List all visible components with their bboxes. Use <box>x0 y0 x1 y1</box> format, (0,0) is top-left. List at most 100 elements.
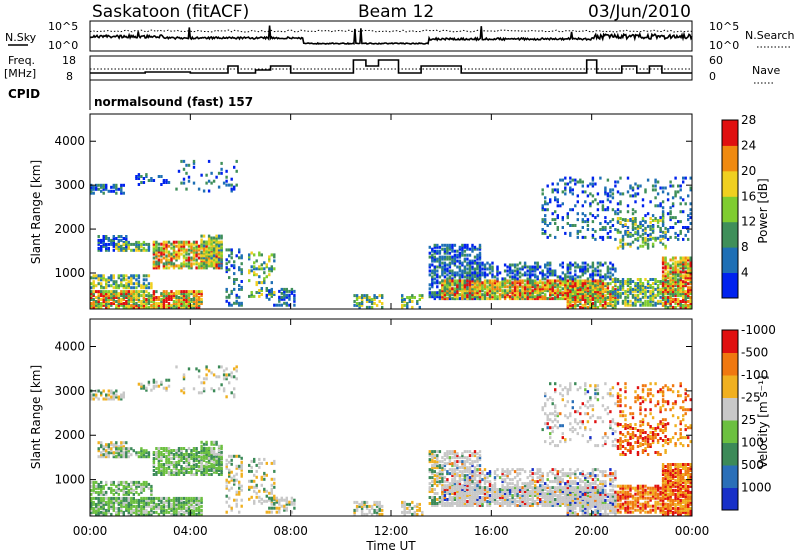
data-cell <box>687 194 689 197</box>
data-cell <box>180 513 182 516</box>
data-cell <box>599 282 601 285</box>
data-cell <box>649 238 651 241</box>
data-cell <box>569 282 571 285</box>
data-cell <box>577 275 579 278</box>
data-cell <box>118 447 120 450</box>
data-cell <box>577 230 579 233</box>
data-cell <box>118 396 120 399</box>
data-cell <box>642 241 644 244</box>
data-cell <box>652 304 654 307</box>
data-cell <box>293 290 295 293</box>
data-cell <box>542 188 544 191</box>
data-cell <box>647 234 649 237</box>
data-cell <box>110 441 112 444</box>
data-cell <box>160 298 162 301</box>
data-cell <box>371 298 373 301</box>
data-cell <box>215 235 217 238</box>
data-cell <box>220 168 222 171</box>
data-cell <box>200 467 202 470</box>
data-cell <box>193 247 195 250</box>
data-cell <box>215 467 217 470</box>
data-cell <box>577 264 579 267</box>
data-cell <box>145 173 147 176</box>
data-cell <box>256 273 258 276</box>
data-cell <box>682 226 684 229</box>
data-cell <box>634 217 636 220</box>
data-cell <box>429 256 431 259</box>
data-cell <box>434 281 436 284</box>
data-cell <box>592 183 594 186</box>
data-cell <box>519 262 521 265</box>
data-cell <box>120 497 122 500</box>
data-cell <box>225 395 227 398</box>
data-cell <box>441 279 443 282</box>
data-cell <box>662 206 664 209</box>
data-cell <box>627 219 629 222</box>
data-cell <box>632 217 634 220</box>
data-cell <box>226 495 228 498</box>
data-cell <box>253 253 255 256</box>
data-cell <box>258 295 260 298</box>
data-cell <box>183 241 185 244</box>
data-cell <box>228 248 230 251</box>
data-cell <box>559 179 561 182</box>
data-cell <box>587 292 589 295</box>
data-cell <box>682 181 684 184</box>
data-cell <box>449 279 451 282</box>
data-cell <box>659 280 661 283</box>
data-cell <box>599 200 601 203</box>
data-cell <box>93 280 95 283</box>
data-cell <box>110 302 112 305</box>
data-cell <box>504 270 506 273</box>
data-cell <box>592 177 594 180</box>
data-cell <box>251 291 253 294</box>
data-cell <box>228 505 230 508</box>
data-cell <box>597 300 599 303</box>
data-cell <box>261 267 263 270</box>
data-cell <box>577 200 579 203</box>
data-cell <box>632 302 634 305</box>
data-cell <box>123 485 125 488</box>
data-cell <box>544 196 546 199</box>
data-cell <box>213 465 215 468</box>
data-cell <box>173 497 175 500</box>
data-cell <box>672 298 674 301</box>
data-cell <box>200 235 202 238</box>
data-cell <box>200 254 202 257</box>
data-cell <box>130 243 132 246</box>
data-cell <box>256 484 258 487</box>
data-cell <box>632 226 634 229</box>
data-cell <box>602 236 604 239</box>
data-cell <box>213 389 215 392</box>
data-cell <box>534 295 536 298</box>
data-cell <box>609 262 611 265</box>
data-cell <box>594 268 596 271</box>
data-cell <box>441 256 443 259</box>
data-cell <box>594 198 596 201</box>
data-cell <box>281 288 283 291</box>
data-cell <box>148 381 150 384</box>
data-cell <box>544 214 546 217</box>
data-cell <box>140 290 142 293</box>
data-cell <box>672 262 674 265</box>
data-cell <box>594 273 596 276</box>
data-cell <box>281 505 283 508</box>
data-cell <box>612 208 614 211</box>
data-cell <box>456 266 458 269</box>
data-cell <box>639 304 641 307</box>
data-cell <box>160 505 162 508</box>
data-cell <box>261 502 263 505</box>
data-cell <box>584 279 586 282</box>
data-cell <box>100 298 102 301</box>
data-cell <box>278 290 280 293</box>
data-cell <box>584 288 586 291</box>
data-cell <box>203 235 205 238</box>
data-cell <box>208 473 210 476</box>
data-cell <box>511 289 513 292</box>
data-cell <box>619 217 621 220</box>
data-cell <box>612 278 614 281</box>
data-cell <box>514 264 516 267</box>
data-cell <box>155 241 157 244</box>
data-cell <box>163 463 165 466</box>
data-cell <box>175 449 177 452</box>
